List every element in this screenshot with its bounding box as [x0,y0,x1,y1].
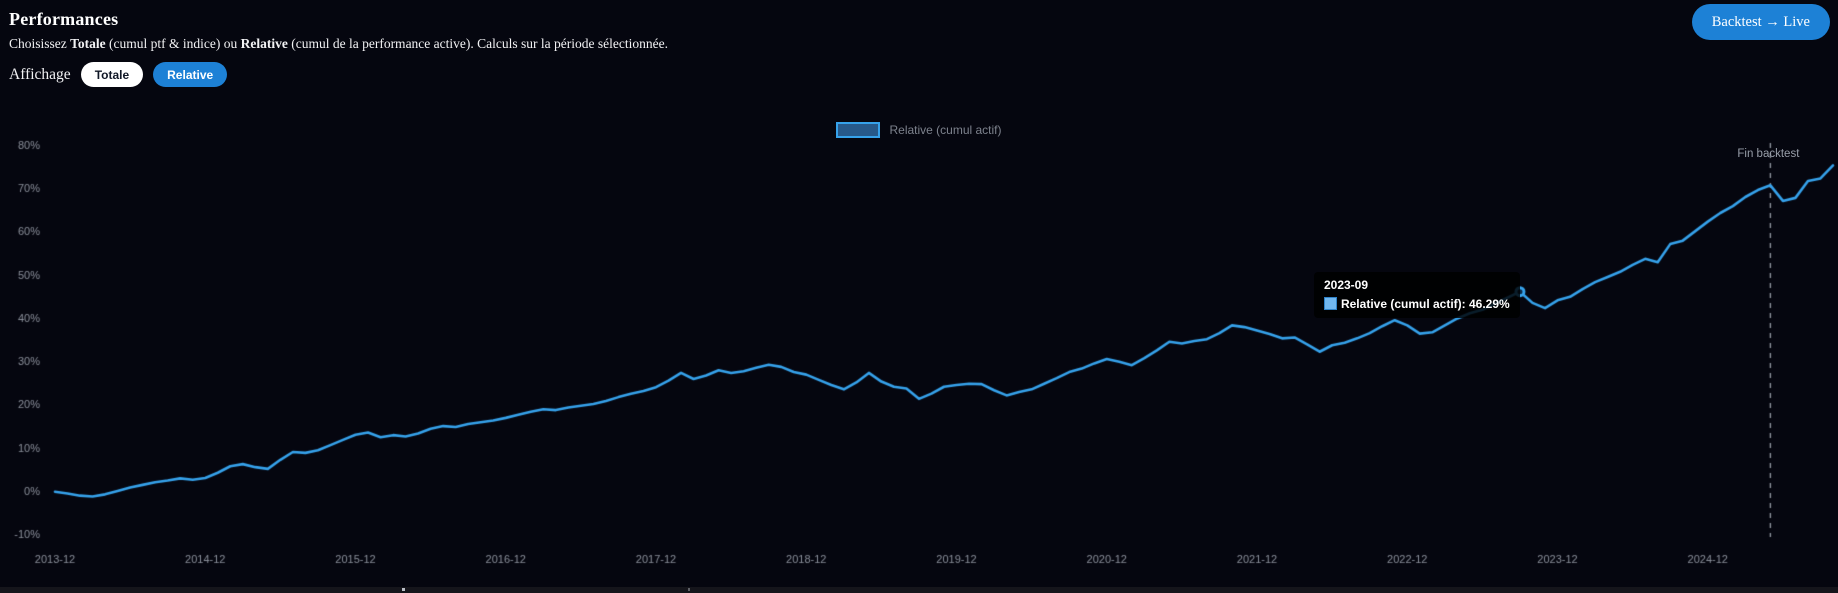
display-toggle-group: Affichage Totale Relative [9,62,228,87]
totale-toggle-button[interactable]: Totale [80,62,144,87]
subtitle-part3: (cumul de la performance active). Calcul… [287,36,668,51]
performance-line-chart[interactable] [0,85,1838,590]
fin-backtest-label: Fin backtest [1737,148,1800,160]
page-title: Performances [9,9,119,29]
subtitle: Choisissez Totale (cumul ptf & indice) o… [9,36,668,52]
relative-toggle-button[interactable]: Relative [153,62,228,87]
subtitle-part2: (cumul ptf & indice) ou [105,36,241,51]
subtitle-bold-relative: Relative [240,36,288,51]
bottom-edge-artifact [402,588,405,591]
affichage-label: Affichage [9,65,71,83]
subtitle-bold-totale: Totale [70,36,106,51]
bottom-edge-artifact [688,588,690,591]
bottom-panel-edge [0,587,1838,593]
subtitle-part1: Choisissez [9,36,71,51]
backtest-live-button[interactable]: Backtest → Live [1691,4,1830,40]
